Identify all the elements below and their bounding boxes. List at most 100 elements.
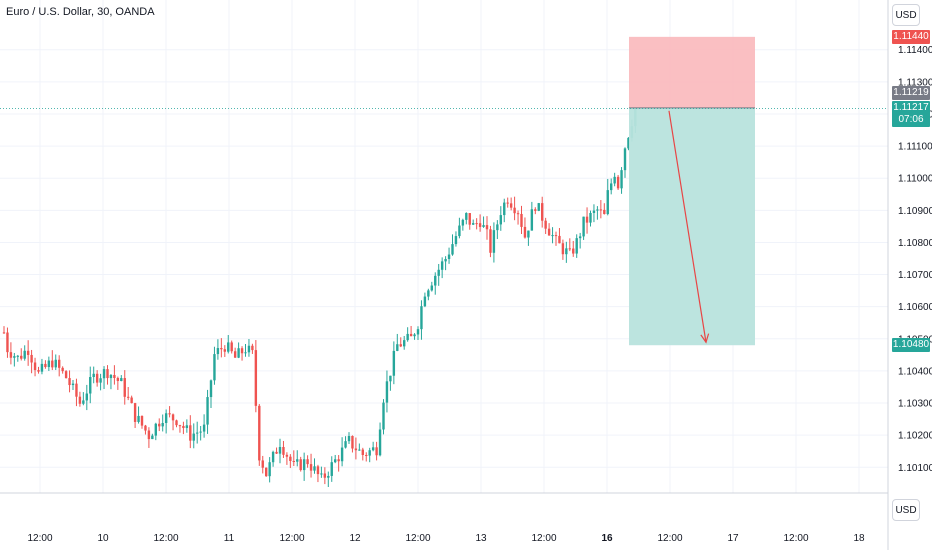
candle-body [237,348,240,358]
candle-body [78,396,82,404]
candle-body [130,397,133,404]
x-tick-label: 12:00 [153,533,178,544]
candle-body [58,359,61,368]
candle-body [285,454,289,457]
candle-body [40,363,44,372]
candle-body [127,396,130,398]
candle-body [199,431,202,433]
candle-body [185,425,189,429]
candle-body [168,413,171,415]
candle-body [320,473,323,475]
candle-body [368,450,371,456]
candle-body [534,209,537,211]
candle-body [485,225,489,230]
x-tick-label: 12:00 [531,533,556,544]
candle-body [89,377,92,394]
candle-body [340,447,344,462]
candle-body [440,261,444,270]
stop-loss-zone [629,36,755,108]
candle-body [606,190,609,215]
candle-body [85,393,88,401]
candle-body [265,467,268,477]
candle-body [572,248,575,254]
candle-body [144,425,147,431]
candle-body [33,362,37,371]
candle-body [389,375,392,382]
y-tick-label: 1.10800 [898,238,932,249]
candle-body [268,462,271,477]
candle-body [102,369,106,379]
candle-body [116,377,120,382]
candle-body [544,220,547,229]
candle-body [106,369,109,379]
candle-body [306,459,309,465]
candle-body [158,423,161,427]
candle-body [527,230,530,238]
candle-body [9,352,13,358]
candle-body [275,451,278,454]
x-tick-label: 12:00 [405,533,430,544]
candle-body [92,373,95,378]
candle-body [206,397,209,425]
candle-body [309,464,313,471]
y-tick-label: 1.10300 [898,399,932,410]
candle-body [627,137,630,149]
candle-body [558,235,561,244]
candle-body [47,360,51,368]
candle-body [430,285,433,291]
candle-body [541,203,544,221]
candle-body [140,415,144,426]
candle-body [365,454,368,456]
candle-body [30,354,33,363]
candle-body [220,348,223,350]
candle-body [75,383,78,397]
candle-body [589,212,592,223]
candle-body [289,456,292,461]
currency-button-top[interactable]: USD [892,4,920,26]
candle-body [427,290,430,297]
candle-body [565,248,568,255]
y-tick-label: 1.10700 [898,270,932,281]
candle-body [347,435,351,442]
candle-body [51,360,54,368]
candle-body [82,400,85,404]
candle-body [278,446,282,454]
x-tick-label: 18 [853,533,865,544]
candle-body [178,425,182,427]
candle-body [375,447,378,456]
candle-body [54,359,57,368]
x-tick-label: 10 [97,533,109,544]
candle-body [109,374,113,379]
currency-button-bottom[interactable]: USD [892,499,920,521]
y-tick-label: 1.10100 [898,463,932,474]
candle-body [282,446,285,455]
stop-price-tag: 1.11440 [892,29,930,44]
candle-body [147,430,151,440]
candle-body [20,355,23,359]
candle-body [26,350,30,355]
candle-countdown: 07:06 [898,114,924,126]
current-price-value: 1.11217 [893,102,929,114]
entry-price-value: 1.11219 [893,86,929,98]
candle-body [506,202,509,204]
candle-body [475,223,478,225]
candle-body [616,176,620,189]
candle-body [620,170,623,189]
candle-body [554,235,558,237]
candle-body [523,226,527,238]
y-tick-label: 1.11000 [898,174,932,185]
candle-body [71,383,75,386]
candle-body [434,275,437,286]
candle-body [2,332,6,334]
candle-body [13,356,16,358]
candle-body [182,425,185,429]
candle-body [258,405,261,461]
candle-body [513,207,516,214]
candle-body [378,429,382,456]
candle-body [313,466,316,471]
candle-body [610,183,613,191]
candle-body [361,449,364,455]
candle-body [302,459,306,471]
candle-body [327,475,330,478]
